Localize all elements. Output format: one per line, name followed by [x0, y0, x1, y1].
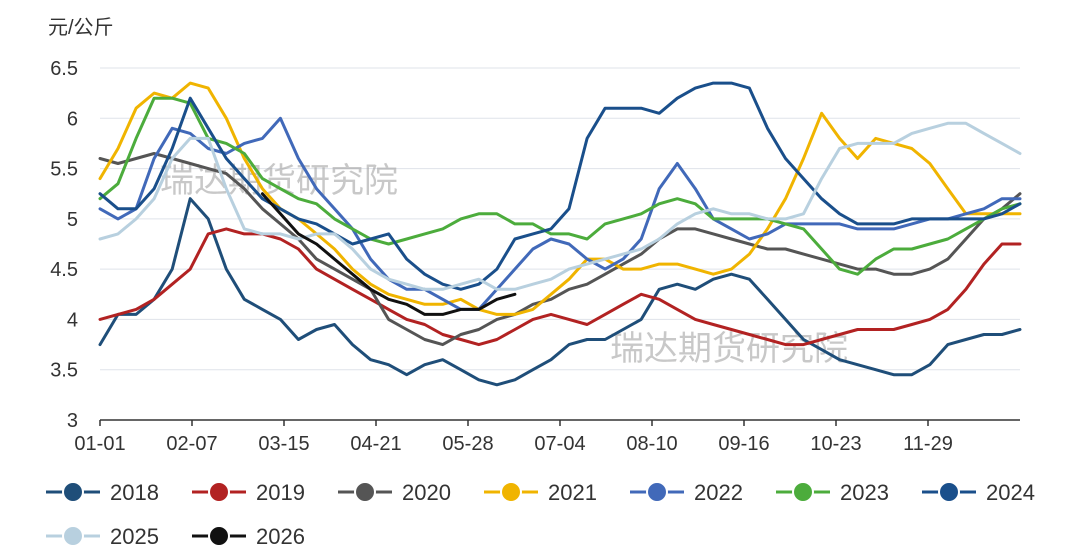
legend-label: 2025 [110, 524, 159, 549]
legend-label: 2022 [694, 480, 743, 505]
legend-marker-icon [62, 525, 84, 547]
x-tick-label: 11-29 [903, 433, 953, 455]
legend-marker-icon [500, 481, 522, 503]
legend-label: 2023 [840, 480, 889, 505]
series-line-2019 [98, 227, 1022, 347]
x-tick-label: 02-07 [166, 433, 217, 455]
x-tick-label: 10-23 [810, 433, 861, 455]
legend-item-2023[interactable]: 2023 [776, 480, 889, 505]
x-tick-label: 09-16 [718, 433, 769, 455]
y-axis-unit-label: 元/公斤 [48, 16, 114, 39]
legend-item-2025[interactable]: 2025 [46, 524, 159, 549]
y-tick-label: 6 [67, 108, 78, 130]
legend-marker-icon [208, 525, 230, 547]
series-line-2018 [98, 197, 1022, 387]
x-tick-label: 03-15 [258, 433, 309, 455]
legend-marker-icon [62, 481, 84, 503]
y-tick-label: 3 [67, 410, 78, 432]
series-line-2021 [98, 81, 1022, 316]
legend-item-2018[interactable]: 2018 [46, 480, 159, 505]
legend-label: 2026 [256, 524, 305, 549]
x-tick-label: 07-04 [534, 433, 585, 455]
watermark-text: 瑞达期货研究院 [160, 162, 398, 200]
y-tick-label: 5 [67, 209, 78, 231]
series-line-2026 [260, 192, 517, 316]
y-axis-ticks: 3 3.5 4 4.5 5 5.5 6 6.5 [50, 58, 78, 432]
legend-marker-icon [208, 481, 230, 503]
series-line-2022 [98, 116, 1022, 311]
series-lines [98, 81, 1022, 387]
series-line-2020 [98, 152, 1022, 347]
x-tick-label: 05-28 [442, 433, 493, 455]
legend-label: 2024 [986, 480, 1035, 505]
legend: 2018 2019 2020 2021 2022 2023 2024 2025 2026 [46, 480, 1035, 549]
legend-marker-icon [354, 481, 376, 503]
legend-label: 2021 [548, 480, 597, 505]
legend-item-2021[interactable]: 2021 [484, 480, 597, 505]
x-tick-label: 01-01 [74, 433, 125, 455]
x-tick-label: 08-10 [626, 433, 677, 455]
series-line-2025 [98, 121, 1022, 291]
y-tick-label: 6.5 [50, 58, 78, 80]
series-line-2023 [98, 96, 1022, 276]
series-line-2024 [98, 81, 1022, 291]
legend-item-2024[interactable]: 2024 [922, 480, 1035, 505]
watermark-text: 瑞达期货研究院 [610, 330, 848, 368]
legend-item-2022[interactable]: 2022 [630, 480, 743, 505]
legend-label: 2019 [256, 480, 305, 505]
y-tick-label: 5.5 [50, 159, 78, 181]
y-tick-label: 4 [67, 309, 78, 331]
x-tick-label: 04-21 [350, 433, 401, 455]
y-tick-label: 3.5 [50, 360, 78, 382]
x-axis: 01-01 02-07 03-15 04-21 05-28 07-04 08-10 09-16… [74, 419, 1020, 455]
legend-item-2019[interactable]: 2019 [192, 480, 305, 505]
legend-item-2020[interactable]: 2020 [338, 480, 451, 505]
watermarks: 瑞达期货研究院 瑞达期货研究院 [160, 162, 848, 368]
legend-marker-icon [792, 481, 814, 503]
legend-marker-icon [938, 481, 960, 503]
legend-label: 2020 [402, 480, 451, 505]
legend-item-2026[interactable]: 2026 [192, 524, 305, 549]
legend-label: 2018 [110, 480, 159, 505]
y-tick-label: 4.5 [50, 259, 78, 281]
legend-marker-icon [646, 481, 668, 503]
